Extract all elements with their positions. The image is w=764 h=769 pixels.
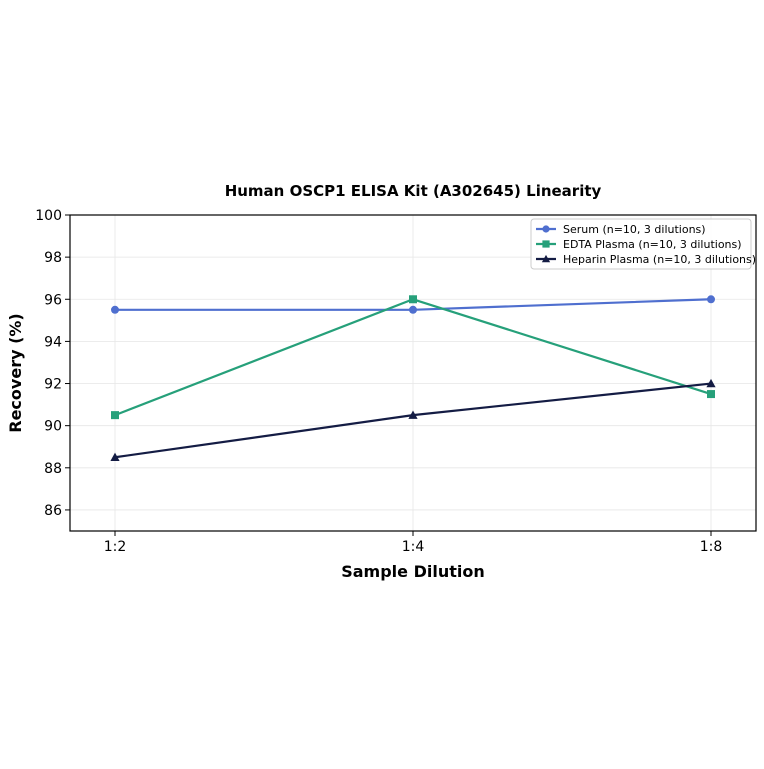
data-point (408, 410, 418, 419)
legend-label: EDTA Plasma (n=10, 3 dilutions) (563, 238, 742, 251)
y-tick-label: 88 (44, 461, 62, 477)
legend: Serum (n=10, 3 dilutions) EDTA Plasma (n=… (530, 218, 756, 270)
y-axis-label: Recovery (%) (6, 313, 25, 432)
y-tick-label: 98 (44, 250, 62, 266)
legend-item: Serum (n=10, 3 dilutions) (536, 223, 706, 236)
data-point (110, 452, 120, 461)
data-point (409, 295, 417, 304)
x-tick-label: 1:8 (700, 539, 723, 555)
y-tick-label: 100 (35, 208, 62, 224)
x-tick-label: 1:2 (104, 539, 127, 555)
y-tick-label: 92 (44, 377, 62, 393)
legend-label: Serum (n=10, 3 dilutions) (563, 223, 706, 236)
y-tick-label: 94 (44, 334, 62, 350)
y-tick-label: 90 (44, 419, 62, 435)
y-tick-label: 96 (44, 292, 62, 308)
legend-marker (542, 240, 550, 248)
legend-marker (541, 254, 551, 263)
series-2 (110, 378, 716, 461)
legend-items: Serum (n=10, 3 dilutions) EDTA Plasma (n=… (536, 223, 756, 266)
legend-box (530, 218, 752, 270)
data-point (707, 390, 715, 399)
data-point (111, 305, 119, 314)
series-layer (110, 295, 716, 461)
x-axis-label: Sample Dilution (341, 562, 485, 581)
legend-item: Heparin Plasma (n=10, 3 dilutions) (536, 253, 756, 266)
x-tick-label: 1:4 (402, 539, 425, 555)
data-point (111, 411, 119, 420)
data-point (707, 295, 715, 304)
data-point (409, 305, 417, 314)
legend-marker (542, 225, 550, 233)
tick-layer: 86 88 90 92 94 96 98 100 1:2 1:4 1:8 (35, 208, 722, 555)
series-1 (111, 295, 715, 420)
legend-label: Heparin Plasma (n=10, 3 dilutions) (563, 253, 756, 266)
chart-title: Human OSCP1 ELISA Kit (A302645) Linearit… (225, 182, 602, 200)
series-0 (111, 295, 715, 314)
legend-item: EDTA Plasma (n=10, 3 dilutions) (536, 238, 742, 251)
y-tick-label: 86 (44, 503, 62, 519)
data-point (706, 378, 716, 388)
